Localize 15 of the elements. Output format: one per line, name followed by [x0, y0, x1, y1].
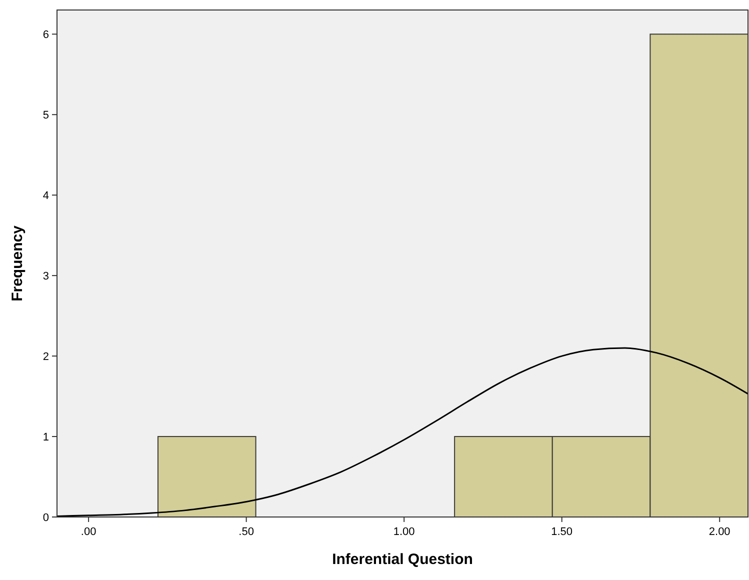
y-tick-label: 4: [42, 190, 49, 202]
y-tick-label: 5: [42, 109, 49, 122]
y-tick-label: 6: [42, 28, 49, 41]
x-tick-label: 2.00: [708, 526, 730, 538]
y-tick-label: 2: [42, 350, 49, 363]
x-tick-label: .50: [238, 526, 254, 538]
y-tick-label: 0: [42, 512, 49, 524]
x-tick-label: .00: [80, 526, 96, 538]
y-axis-title: Frequency: [9, 224, 26, 302]
y-tick-label: 3: [42, 270, 49, 282]
x-tick-label: 1.50: [551, 526, 573, 538]
x-tick-label: 1.00: [393, 526, 415, 538]
y-tick-label: 1: [42, 431, 49, 444]
x-axis-title: Inferential Question: [332, 551, 473, 568]
line-series: [57, 347, 748, 517]
